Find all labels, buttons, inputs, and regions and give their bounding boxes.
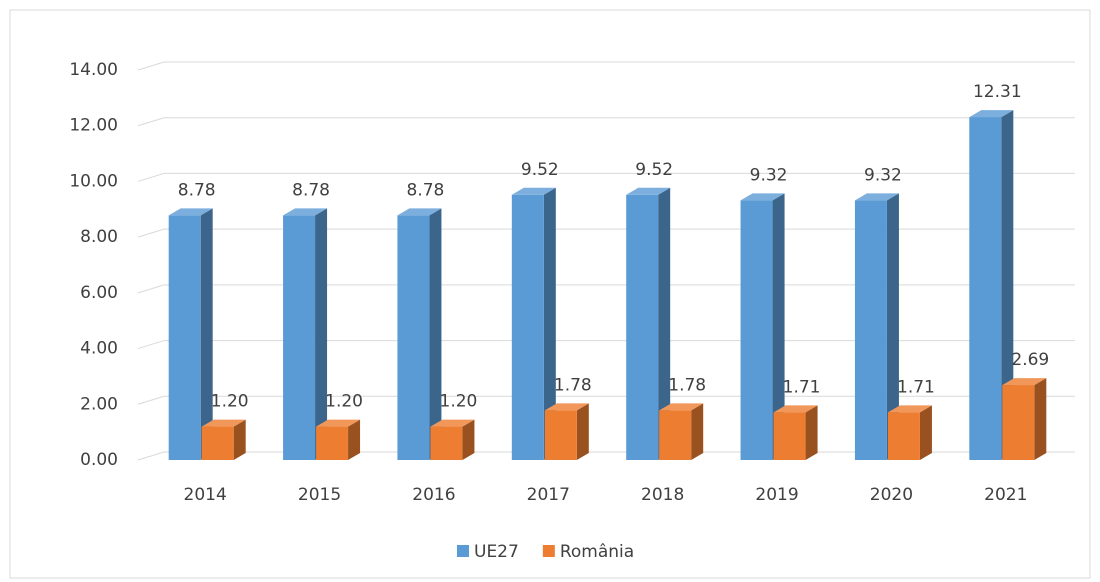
bar-side bbox=[200, 208, 213, 460]
data-label: 1.20 bbox=[440, 392, 478, 412]
grid-line bbox=[137, 61, 1075, 71]
bar-top bbox=[316, 419, 361, 427]
data-label: 12.31 bbox=[973, 82, 1022, 102]
y-tick-label: 8.00 bbox=[80, 227, 118, 247]
bar-side bbox=[348, 419, 361, 460]
bar-side bbox=[805, 405, 818, 460]
bar-top bbox=[740, 193, 785, 201]
bar-side bbox=[658, 187, 671, 461]
bar-top bbox=[544, 403, 589, 411]
data-label: 1.71 bbox=[783, 377, 821, 397]
x-tick-label: 2020 bbox=[870, 485, 913, 505]
bar-side bbox=[462, 419, 475, 460]
x-tick-label: 2015 bbox=[298, 485, 341, 505]
bar-top bbox=[201, 419, 246, 427]
bar bbox=[168, 215, 201, 460]
x-tick-label: 2016 bbox=[412, 485, 455, 505]
x-tick-label: 2014 bbox=[184, 485, 227, 505]
bar-side bbox=[576, 403, 589, 460]
data-label: 9.52 bbox=[521, 160, 559, 180]
data-label: 1.20 bbox=[211, 392, 249, 412]
bar bbox=[201, 426, 234, 460]
data-label: 9.32 bbox=[864, 165, 902, 185]
data-label: 2.69 bbox=[1011, 350, 1049, 370]
data-label: 8.78 bbox=[178, 180, 216, 200]
bar-side bbox=[1001, 110, 1014, 460]
bar-top bbox=[168, 208, 213, 216]
y-tick-label: 2.00 bbox=[80, 394, 118, 414]
bar-top bbox=[511, 187, 556, 195]
bar bbox=[854, 200, 887, 460]
bar-top bbox=[397, 208, 442, 216]
bar-side bbox=[886, 193, 899, 460]
y-tick-label: 14.00 bbox=[69, 60, 118, 80]
legend-swatch bbox=[542, 545, 555, 557]
data-label: 8.78 bbox=[292, 180, 330, 200]
bar bbox=[773, 412, 806, 460]
bar-top bbox=[854, 193, 899, 201]
bar bbox=[544, 410, 577, 460]
bar-side bbox=[919, 405, 932, 460]
bar-top bbox=[773, 405, 818, 413]
y-tick-label: 0.00 bbox=[80, 450, 118, 470]
bar-top bbox=[626, 187, 671, 195]
data-label: 1.71 bbox=[897, 377, 935, 397]
legend-label: UE27 bbox=[474, 542, 519, 562]
data-label: 8.78 bbox=[407, 180, 445, 200]
bar-side bbox=[772, 193, 785, 460]
grid-line bbox=[137, 117, 1075, 127]
bar bbox=[740, 200, 773, 460]
bar bbox=[511, 194, 544, 461]
bar bbox=[283, 215, 316, 460]
bar-top bbox=[659, 403, 704, 411]
bar-side bbox=[691, 403, 704, 460]
bar-top bbox=[283, 208, 328, 216]
data-label: 1.20 bbox=[325, 392, 363, 412]
data-label: 1.78 bbox=[668, 375, 706, 395]
bar-top bbox=[1002, 378, 1047, 386]
legend-label: România bbox=[560, 542, 634, 562]
bar-side bbox=[543, 187, 556, 461]
y-tick-label: 4.00 bbox=[80, 339, 118, 359]
bar-top bbox=[887, 405, 932, 413]
bar bbox=[626, 194, 659, 461]
y-tick-label: 10.00 bbox=[69, 171, 118, 191]
bar bbox=[316, 426, 349, 460]
data-label: 1.78 bbox=[554, 375, 592, 395]
data-label: 9.32 bbox=[750, 165, 788, 185]
y-tick-label: 6.00 bbox=[80, 283, 118, 303]
bar bbox=[430, 426, 463, 460]
bar bbox=[659, 410, 692, 460]
bar-side bbox=[1034, 378, 1047, 460]
y-tick-label: 12.00 bbox=[69, 116, 118, 136]
x-tick-label: 2017 bbox=[527, 485, 570, 505]
data-label: 9.52 bbox=[635, 160, 673, 180]
grid-line bbox=[137, 172, 1075, 182]
bar bbox=[397, 215, 430, 460]
bar bbox=[969, 117, 1002, 460]
bar bbox=[1002, 385, 1035, 460]
bar-side bbox=[429, 208, 442, 460]
bar bbox=[887, 412, 920, 460]
bar-side bbox=[233, 419, 246, 460]
bar-side bbox=[315, 208, 328, 460]
bar-top bbox=[430, 419, 475, 427]
x-tick-label: 2019 bbox=[755, 485, 798, 505]
x-tick-label: 2018 bbox=[641, 485, 684, 505]
x-tick-label: 2021 bbox=[984, 485, 1027, 505]
legend-swatch bbox=[457, 545, 469, 557]
bar-top bbox=[969, 110, 1014, 118]
